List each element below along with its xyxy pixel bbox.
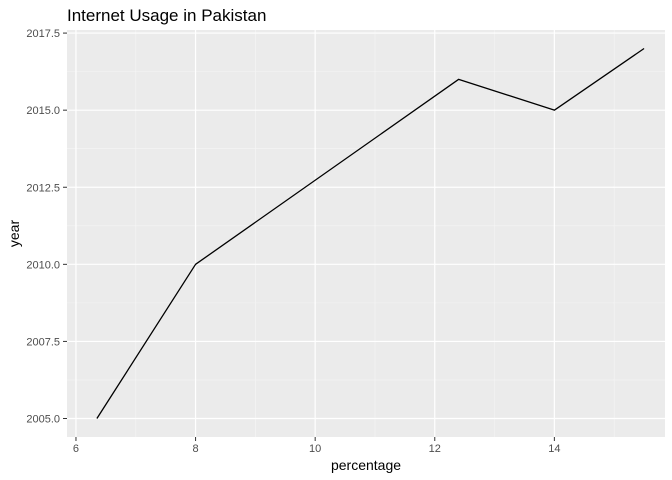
y-tick-label: 2012.5 bbox=[26, 182, 60, 194]
y-tick-label: 2015.0 bbox=[26, 105, 60, 117]
plot-panel bbox=[67, 30, 665, 437]
series-layer bbox=[96, 47, 645, 419]
x-axis-ticks: 6 8 10 12 14 bbox=[73, 437, 560, 455]
x-axis-title: percentage bbox=[331, 457, 401, 473]
x-tick-label: 8 bbox=[193, 443, 199, 455]
y-tick-label: 2010.0 bbox=[26, 259, 60, 271]
y-tick-label: 2005.0 bbox=[26, 414, 60, 426]
minor-gridlines bbox=[67, 30, 665, 437]
chart-title: Internet Usage in Pakistan bbox=[67, 6, 266, 25]
x-tick-label: 14 bbox=[548, 443, 560, 455]
y-axis-title: year bbox=[6, 220, 22, 248]
x-tick-label: 10 bbox=[309, 443, 321, 455]
series-line-0 bbox=[96, 47, 645, 419]
x-tick-label: 12 bbox=[429, 443, 441, 455]
y-tick-label: 2007.5 bbox=[26, 336, 60, 348]
y-axis-ticks: 2005.0 2007.5 2010.0 2012.5 2015.0 2017.5 bbox=[26, 28, 67, 426]
y-tick-label: 2017.5 bbox=[26, 28, 60, 40]
x-tick-label: 6 bbox=[73, 443, 79, 455]
major-gridlines bbox=[67, 30, 665, 437]
